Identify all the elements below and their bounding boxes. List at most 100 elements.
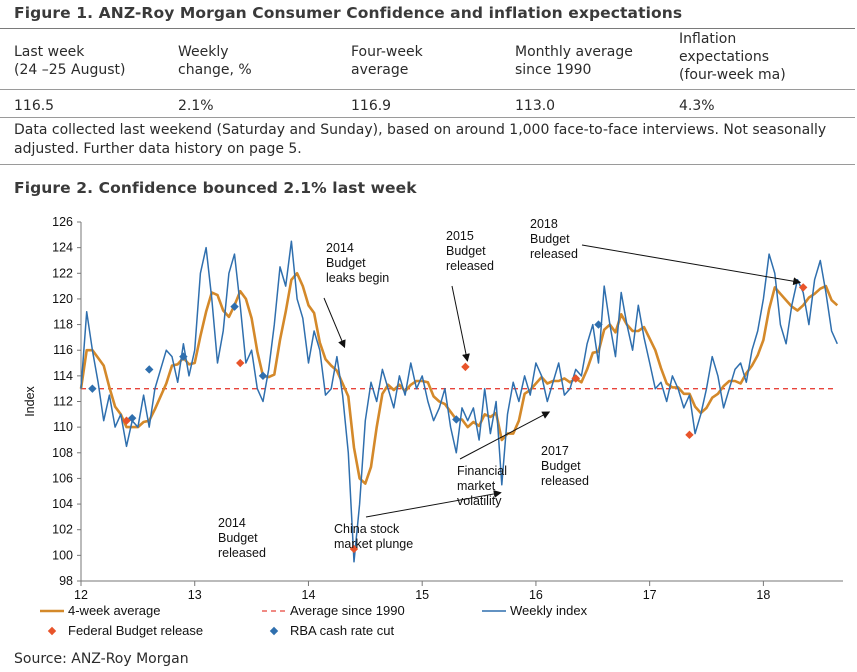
header-weekly-change: Weekly change, %: [178, 43, 252, 79]
federal-budget-release-marker: [236, 358, 245, 368]
annotation-arrow: [323, 297, 346, 349]
four-week-average-line: [79, 272, 839, 485]
annotation-text: 2014: [218, 516, 246, 530]
header-monthly-average: Monthly average since 1990: [515, 43, 633, 79]
value-monthly-average: 113.0: [515, 98, 556, 114]
federal-budget-release-marker: [685, 430, 694, 440]
legend-label: 4-week average: [68, 603, 161, 618]
table-bottom-rule: [0, 164, 855, 165]
y-tick-label: 108: [52, 446, 73, 460]
y-tick-label: 106: [52, 471, 73, 485]
annotation-text: released: [530, 247, 578, 261]
header-line: Four-week: [351, 44, 423, 60]
rba-cash-rate-cut-marker: [594, 320, 603, 329]
annotation-text: volatility: [457, 494, 502, 508]
annotation-text: China stock: [334, 522, 400, 536]
legend-label: Weekly index: [510, 603, 588, 618]
annotation-arrow: [581, 244, 802, 286]
table-note: Data collected last weekend (Saturday an…: [14, 122, 827, 157]
header-last-week: Last week (24 –25 August): [14, 43, 125, 79]
y-tick-label: 118: [53, 318, 73, 332]
header-line: Inflation: [679, 31, 737, 47]
figure1-title: Figure 1. ANZ-Roy Morgan Consumer Confid…: [14, 4, 683, 22]
table-header-rule: [0, 89, 855, 90]
rba-cash-rate-cut-marker: [88, 384, 97, 393]
header-line: expectations: [679, 49, 770, 65]
annotation-arrow: [365, 489, 502, 518]
annotation-text: 2015: [446, 229, 474, 243]
federal-budget-release-marker: [349, 544, 359, 554]
x-tick-label: 15: [415, 588, 429, 602]
x-tick-label: 13: [188, 588, 202, 602]
annotation-text: released: [218, 546, 266, 560]
x-tick-label: 12: [74, 588, 88, 602]
annotation-text: Budget: [326, 256, 366, 270]
y-tick-label: 102: [52, 523, 73, 537]
y-tick-label: 104: [52, 497, 73, 511]
source-note: Source: ANZ-Roy Morgan: [14, 651, 189, 667]
header-line: Monthly average: [515, 44, 633, 60]
y-tick-label: 112: [53, 395, 73, 409]
header-line: (four-week ma): [679, 67, 786, 83]
rba-cash-rate-cut-marker: [179, 352, 188, 361]
annotation-arrow: [459, 411, 551, 460]
federal-budget-release-marker: [571, 374, 580, 383]
y-tick-label: 124: [52, 241, 73, 255]
legend-label: Average since 1990: [290, 603, 405, 618]
rba-cash-rate-cut-marker: [145, 365, 154, 374]
header-line: since 1990: [515, 62, 592, 78]
legend-swatch-budget: [47, 626, 57, 636]
annotation-text: Financial: [457, 464, 507, 478]
figure2-title: Figure 2. Confidence bounced 2.1% last w…: [14, 179, 417, 197]
annotation-text: 2014: [326, 241, 354, 255]
rba-cash-rate-cut-marker: [230, 302, 239, 311]
annotation-text: leaks begin: [326, 271, 389, 285]
y-tick-label: 110: [53, 420, 73, 434]
annotation-text: Budget: [446, 244, 486, 258]
annotation-text: market: [457, 479, 496, 493]
annotation-text: market plunge: [334, 537, 413, 551]
federal-budget-release-marker: [798, 283, 808, 292]
annotation-text: Budget: [541, 459, 581, 473]
rba-cash-rate-cut-marker: [452, 415, 461, 424]
x-tick-label: 14: [302, 588, 316, 602]
y-tick-label: 98: [59, 574, 73, 588]
annotation-text: 2018: [530, 217, 558, 231]
value-inflation-expectations: 4.3%: [679, 98, 715, 114]
annotation-text: 2017: [541, 444, 569, 458]
y-tick-label: 116: [53, 343, 73, 357]
header-line: (24 –25 August): [14, 62, 126, 78]
federal-budget-release-marker: [461, 362, 470, 372]
rba-cash-rate-cut-marker: [258, 371, 268, 381]
y-tick-label: 120: [52, 292, 73, 306]
header-line: Last week: [14, 44, 85, 60]
table-row-rule: [0, 117, 855, 118]
legend-swatch-rba: [269, 626, 279, 636]
y-tick-label: 114: [53, 369, 73, 383]
y-axis-label: Index: [23, 385, 37, 416]
y-tick-label: 122: [52, 266, 73, 280]
header-line: change, %: [178, 62, 252, 78]
annotation-text: released: [446, 259, 494, 273]
annotation-text: Budget: [530, 232, 570, 246]
value-last-week: 116.5: [14, 98, 55, 114]
legend-label: Federal Budget release: [68, 623, 203, 638]
legend-label: RBA cash rate cut: [290, 623, 394, 638]
header-inflation-expectations: Inflation expectations (four-week ma): [679, 30, 786, 84]
weekly-index-line: [80, 240, 838, 563]
annotation-text: released: [541, 474, 589, 488]
x-tick-label: 17: [643, 588, 657, 602]
x-tick-label: 16: [529, 588, 543, 602]
table-top-rule: [0, 28, 855, 29]
confidence-chart: 98 100 102 104 106 108 110 112 114 116 118 120 122 12…: [23, 215, 843, 638]
x-tick-label: 18: [756, 588, 770, 602]
header-line: Weekly: [178, 44, 229, 60]
header-four-week-average: Four-week average: [351, 43, 423, 79]
annotation-text: Budget: [218, 531, 258, 545]
value-four-week-average: 116.9: [351, 98, 392, 114]
y-tick-label: 100: [52, 548, 73, 562]
annotation-arrow: [451, 285, 470, 362]
header-line: average: [351, 62, 409, 78]
y-tick-label: 126: [52, 215, 73, 229]
value-weekly-change: 2.1%: [178, 98, 214, 114]
